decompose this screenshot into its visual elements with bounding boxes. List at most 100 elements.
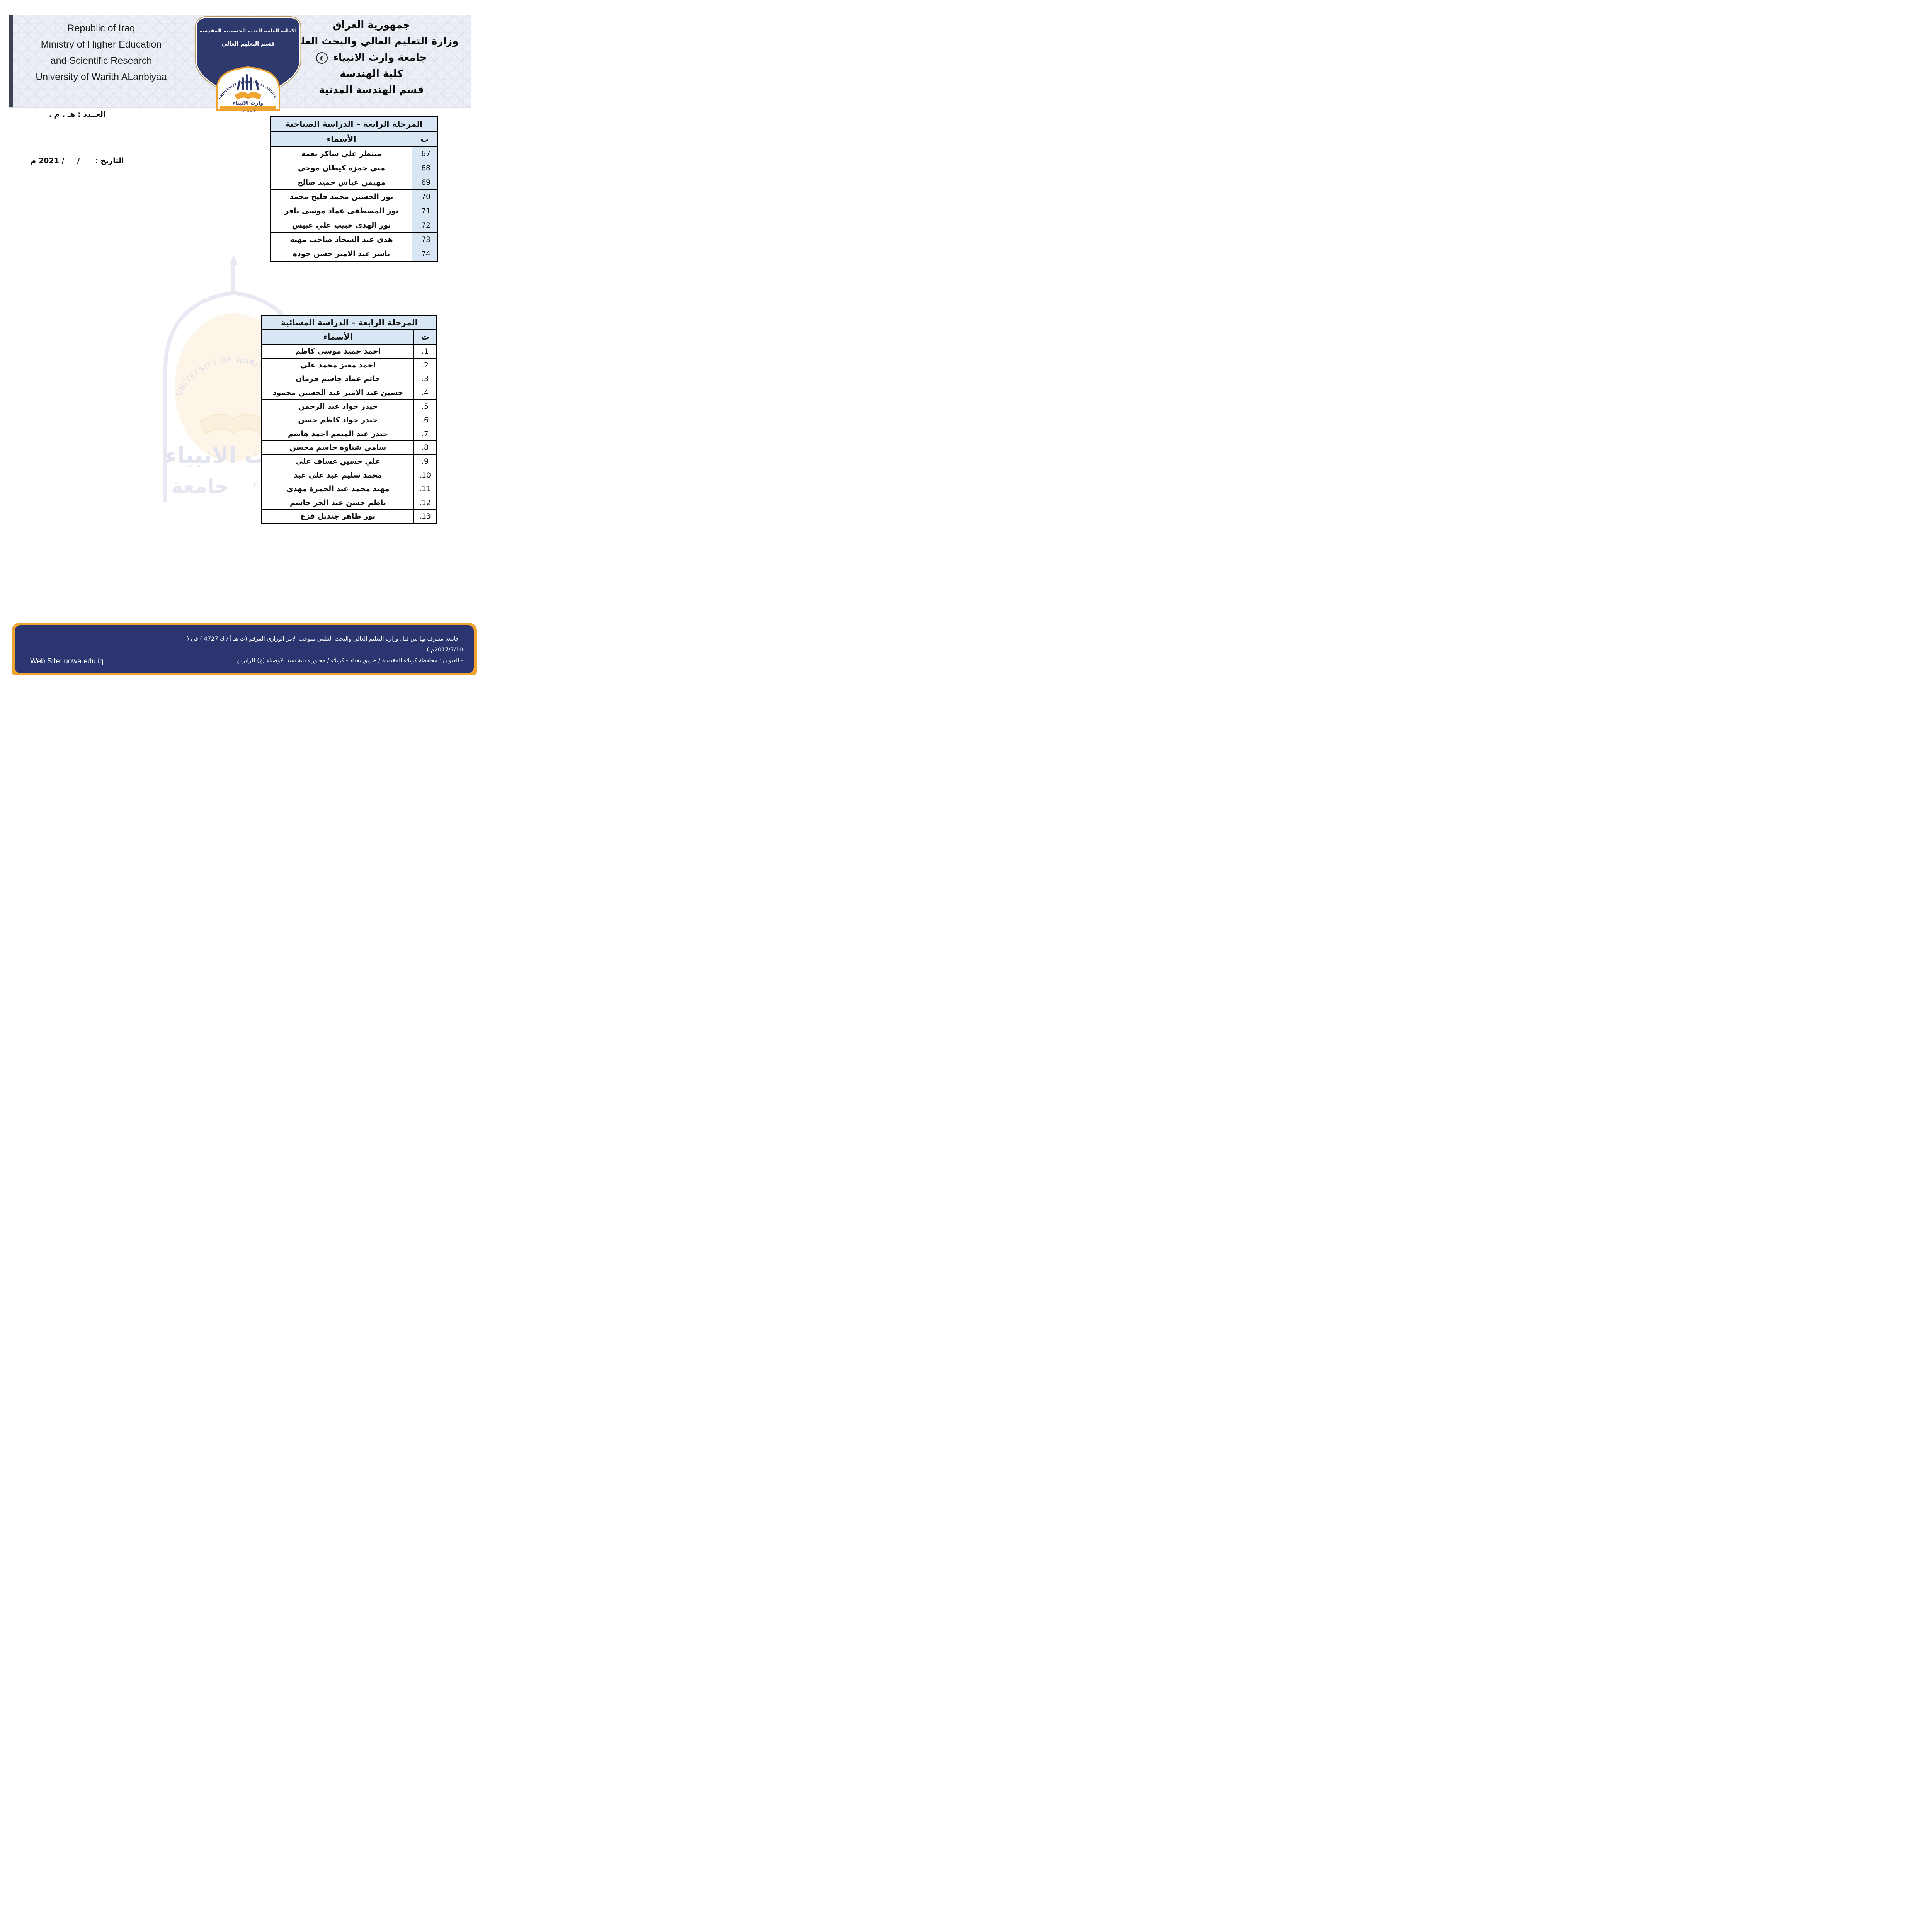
- table-rows: منتظر علي شاكر نعمه 67. منى حمزة كيطان موح…: [271, 147, 437, 261]
- university-logo-dome: [216, 66, 280, 111]
- row-number-cell: 1.: [414, 345, 436, 358]
- contact-block: Web Site: uowa.edu.iq E – mail : info@uo…: [30, 631, 123, 678]
- student-name-cell: نور الحسين محمد فليح محمد: [271, 190, 412, 204]
- address-line: - العنوان : محافظة كربلاء المقدسة / طريق…: [233, 658, 463, 664]
- student-row: نور المصطفى عماد موسى باقر 71.: [271, 204, 437, 218]
- row-number-cell: 67.: [412, 147, 437, 161]
- arabic-line: جمهورية العراق: [332, 19, 410, 31]
- student-row: حسين عبد الامير عبد الحسين محمود 4.: [262, 386, 436, 400]
- footer-inner: Web Site: uowa.edu.iq E – mail : info@uo…: [15, 625, 474, 673]
- student-row: ناظم حسن عبد الحر جاسم 12.: [262, 496, 436, 510]
- row-number-cell: 9.: [414, 454, 436, 468]
- student-name-cell: نور المصطفى عماد موسى باقر: [271, 204, 412, 218]
- student-name-cell: منى حمزة كيطان موحي: [271, 161, 412, 175]
- student-row: ياسر عبد الامير حسن جوده 74.: [271, 247, 437, 261]
- english-line: University of Warith ALanbiyaa: [36, 71, 167, 82]
- row-number-cell: 13.: [414, 510, 436, 523]
- row-number-cell: 8.: [414, 441, 436, 454]
- table-rows: احمد حميد موسى كاظم 1. احمد معتز محمد علي 2…: [262, 345, 436, 523]
- row-number-cell: 7.: [414, 427, 436, 441]
- student-name-cell: نور الهدى حبيب علي عبيس: [271, 218, 412, 232]
- logo-founded-text: تأسست ٢.١٧: [241, 109, 256, 113]
- student-name-cell: حيدر جواد عبد الرحمن: [262, 400, 414, 413]
- english-line: Republic of Iraq: [67, 23, 135, 34]
- logo-base-bar: [220, 106, 276, 109]
- student-row: محمد سليم عبد علي عبد 10.: [262, 468, 436, 482]
- logo-calligraphy-name: وارث الانبياء: [233, 100, 264, 106]
- accreditation-notes: - جامعة معترف بها من قبل وزارة التعليم ا…: [154, 634, 463, 666]
- row-number-cell: 69.: [412, 175, 437, 189]
- number-date-block: العــدد : هـ . م . التاريخ : / / 2021 م: [19, 76, 135, 199]
- arabic-line: وزارة التعليم العالي والبحث العلمي: [284, 36, 459, 47]
- table-header-row: الأسماء ت: [271, 132, 437, 147]
- student-row: نور الحسين محمد فليح محمد 70.: [271, 190, 437, 204]
- row-number-cell: 12.: [414, 496, 436, 510]
- row-number-cell: 70.: [412, 190, 437, 204]
- number-column-header: ت: [412, 132, 437, 146]
- arabic-line: جامعة وارث الانبياء ع: [282, 49, 460, 66]
- student-row: سامي شناوة جاسم محسن 8.: [262, 441, 436, 455]
- names-column-header: الأسماء: [262, 330, 414, 344]
- student-name-cell: منتظر علي شاكر نعمه: [271, 147, 412, 161]
- number-column-header: ت: [414, 330, 436, 344]
- row-number-cell: 10.: [414, 468, 436, 482]
- band-left-accent: [9, 15, 13, 107]
- student-row: مهند محمد عبد الحمزة مهدي 11.: [262, 482, 436, 496]
- student-name-cell: علي حسين عساف علي: [262, 454, 414, 468]
- row-number-cell: 5.: [414, 400, 436, 413]
- english-header-block: Republic of Iraq Ministry of Higher Educ…: [18, 20, 184, 85]
- row-number-cell: 74.: [412, 247, 437, 261]
- arabic-line: قسم الهندسة المدنية: [318, 84, 424, 96]
- row-number-cell: 4.: [414, 386, 436, 400]
- student-row: منتظر علي شاكر نعمه 67.: [271, 147, 437, 161]
- student-name-cell: حسين عبد الامير عبد الحسين محمود: [262, 386, 414, 400]
- student-row: حاتم عماد جاسم فرمان 3.: [262, 372, 436, 386]
- footer-band: Web Site: uowa.edu.iq E – mail : info@uo…: [12, 623, 477, 675]
- row-number-cell: 73.: [412, 233, 437, 247]
- english-line: Ministry of Higher Education: [41, 39, 162, 50]
- student-row: حيدر جواد كاظم حسن 6.: [262, 413, 436, 427]
- arabic-line: كلية الهندسة: [340, 68, 403, 80]
- english-line: and Scientific Research: [50, 55, 152, 66]
- accreditation-line: - جامعة معترف بها من قبل وزارة التعليم ا…: [187, 636, 463, 653]
- student-name-cell: حيدر جواد كاظم حسن: [262, 413, 414, 427]
- peace-be-upon-him-roundel: ع: [316, 52, 328, 64]
- student-name-cell: حيدر عبد المنعم احمد هاشم: [262, 427, 414, 441]
- row-number-cell: 3.: [414, 372, 436, 386]
- arabic-header-block: جمهورية العراق وزارة التعليم العالي والب…: [282, 17, 460, 98]
- student-name-cell: سامي شناوة جاسم محسن: [262, 441, 414, 454]
- row-number-cell: 6.: [414, 413, 436, 427]
- logo-calligraphy-marks: [237, 74, 259, 90]
- student-name-cell: هدى عبد السجاد صاحب مهنه: [271, 233, 412, 247]
- hussainiya-holy-shrine-emblem: الامانة العامة للعتبة الحسينية المقدسة ق…: [191, 15, 301, 113]
- student-name-cell: نور ظاهر جنديل فزع: [262, 510, 414, 523]
- student-row: نور الهدى حبيب علي عبيس 72.: [271, 218, 437, 233]
- student-name-cell: ياسر عبد الامير حسن جوده: [271, 247, 412, 261]
- emblem-line1: الامانة العامة للعتبة الحسينية المقدسة: [199, 28, 297, 34]
- student-name-cell: احمد حميد موسى كاظم: [262, 345, 414, 358]
- document-date-line: التاريخ : / / 2021 م: [31, 156, 124, 165]
- table-header-row: الأسماء ت: [262, 330, 436, 345]
- student-row: منى حمزة كيطان موحي 68.: [271, 161, 437, 175]
- website-line: Web Site: uowa.edu.iq: [30, 657, 104, 665]
- logo-pen-minaret: [247, 56, 249, 70]
- document-page: Republic of Iraq Ministry of Higher Educ…: [0, 0, 479, 678]
- watermark-university-word: جامعة: [171, 475, 229, 498]
- student-row: حيدر جواد عبد الرحمن 5.: [262, 400, 436, 413]
- student-row: حيدر عبد المنعم احمد هاشم 7.: [262, 427, 436, 441]
- row-number-cell: 2.: [414, 358, 436, 372]
- student-row: هدى عبد السجاد صاحب مهنه 73.: [271, 233, 437, 247]
- morning-study-table: المرحلة الرابعة – الدراسة الصباحية الأسم…: [270, 116, 438, 262]
- row-number-cell: 71.: [412, 204, 437, 218]
- document-number-line: العــدد : هـ . م .: [49, 110, 106, 119]
- row-number-cell: 68.: [412, 161, 437, 175]
- table-title: المرحلة الرابعة – الدراسة الصباحية: [271, 117, 437, 132]
- emblem-line2: قسم التعليم العالي: [221, 41, 275, 47]
- student-row: احمد معتز محمد علي 2.: [262, 358, 436, 372]
- student-name-cell: مهيمن عباس حميد صالح: [271, 175, 412, 189]
- student-name-cell: مهند محمد عبد الحمزة مهدي: [262, 482, 414, 496]
- row-number-cell: 72.: [412, 218, 437, 232]
- student-row: مهيمن عباس حميد صالح 69.: [271, 175, 437, 190]
- logo-open-book-icon: [235, 92, 262, 100]
- row-number-cell: 11.: [414, 482, 436, 496]
